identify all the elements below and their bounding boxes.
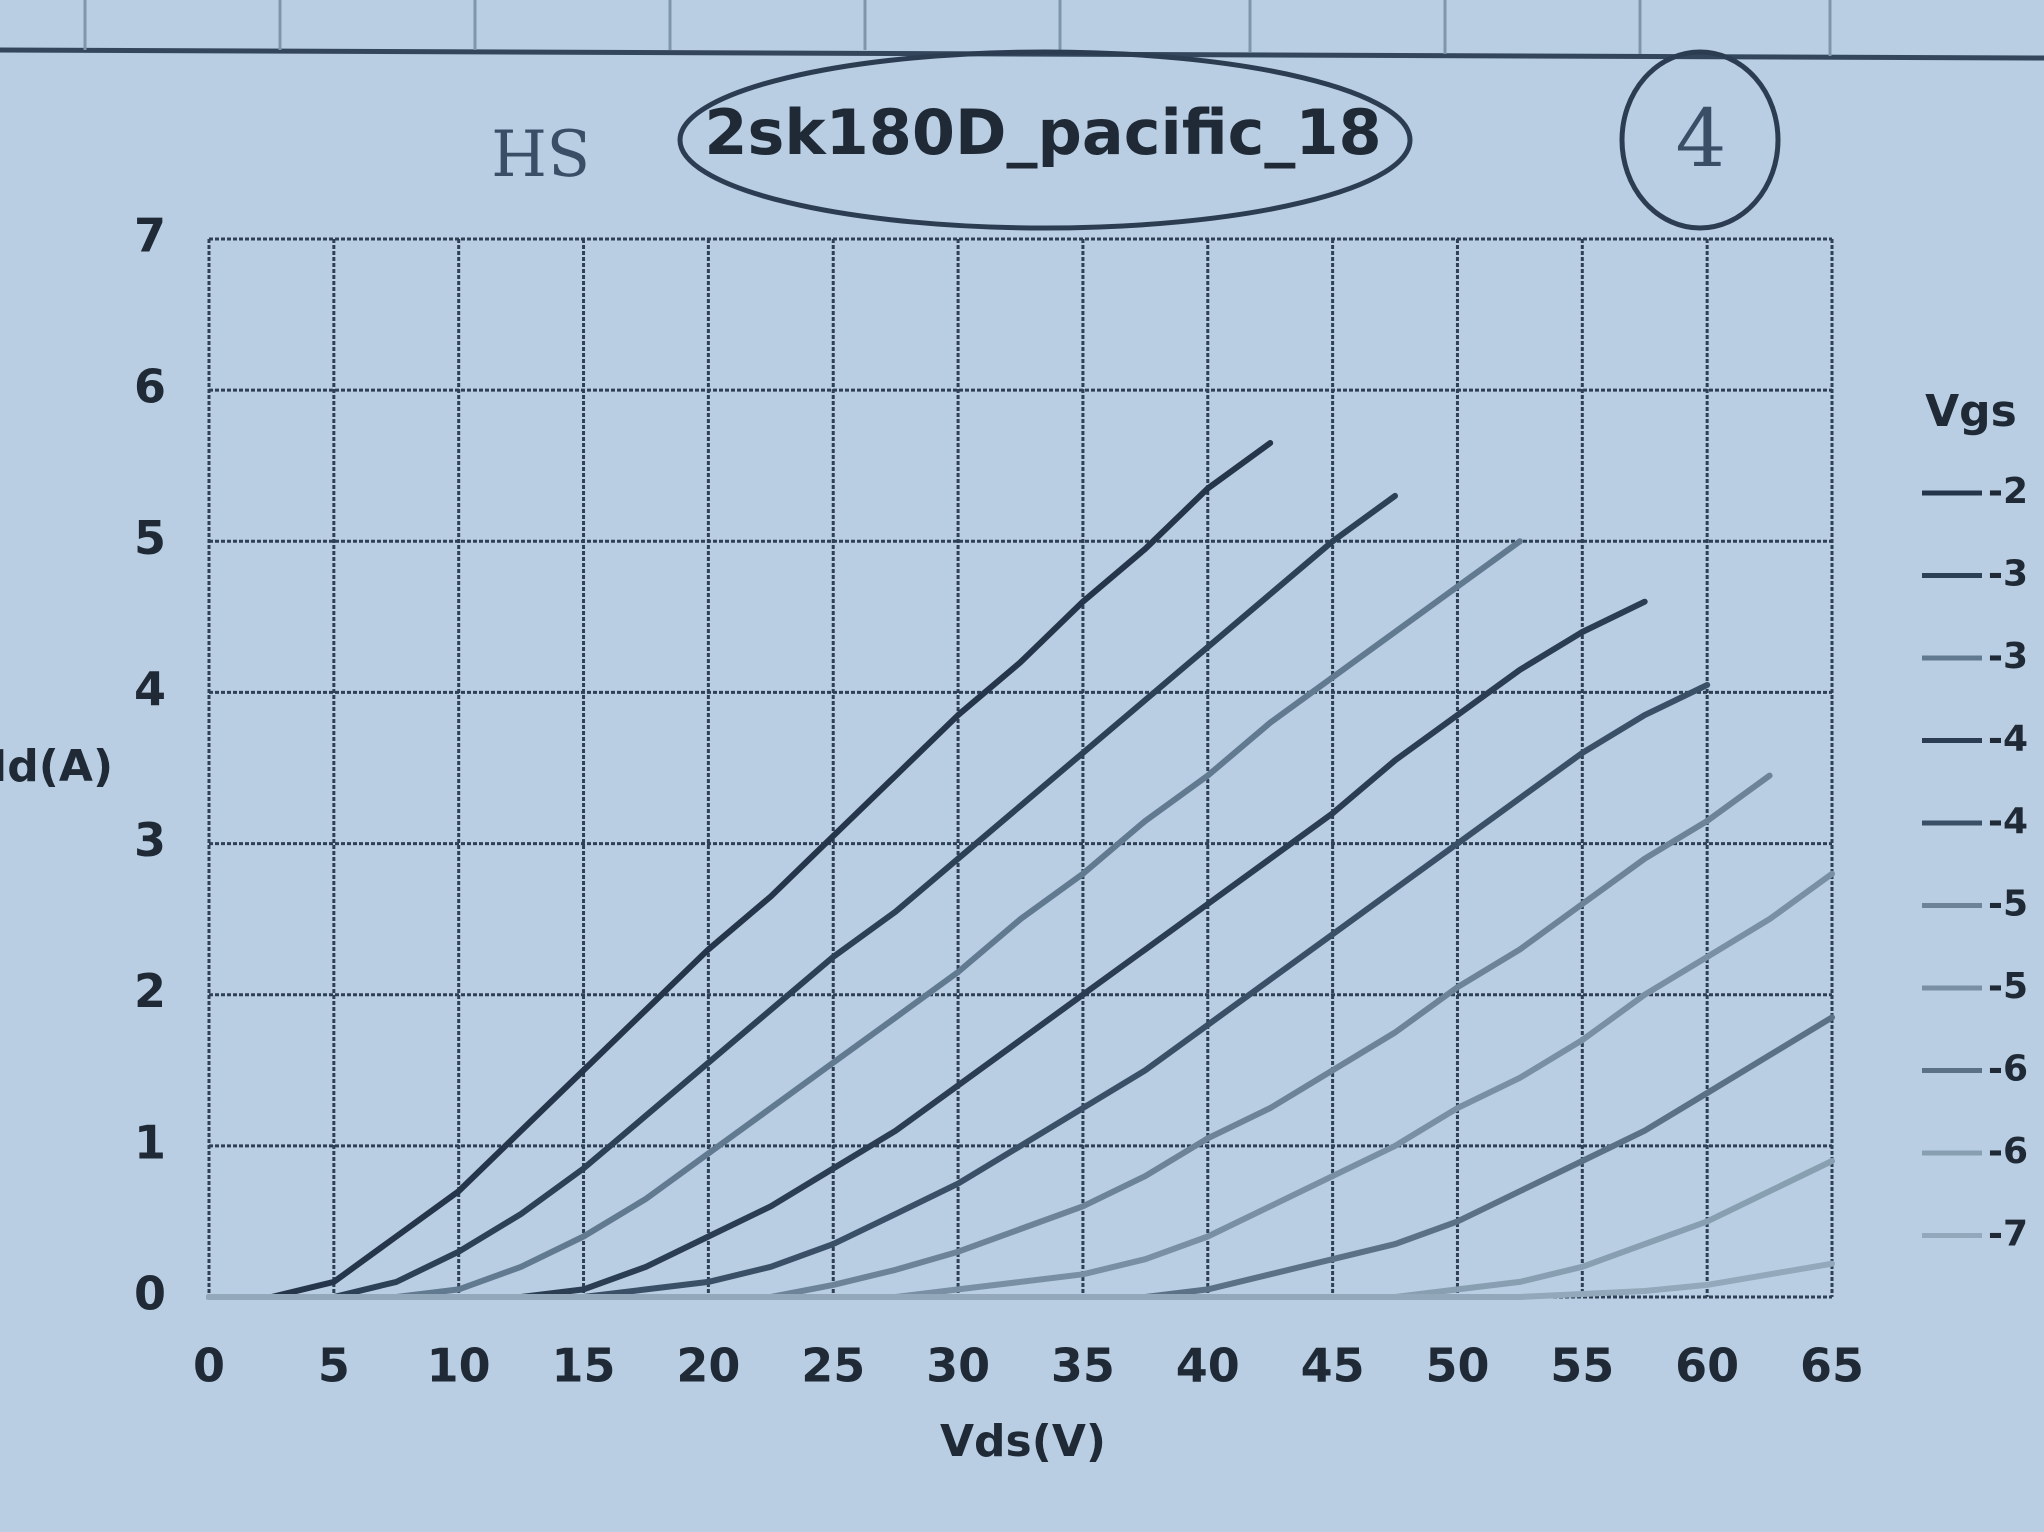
x-tick-label: 5 xyxy=(318,1339,350,1393)
legend-label: -5 xyxy=(1988,966,2028,1007)
x-tick-label: 45 xyxy=(1301,1339,1365,1393)
legend: -2 -3 -3 -4 -4 -5 -5 -6 -6 -7 xyxy=(1922,471,2028,1255)
handwritten-note: SH xyxy=(491,114,591,188)
legend-label: -4 xyxy=(1988,719,2028,760)
legend-label: -7 xyxy=(1988,1214,2028,1255)
handwritten-number: 4 xyxy=(1676,92,1727,185)
y-tick-label: 1 xyxy=(134,1115,166,1169)
plot-lines xyxy=(206,440,1835,1300)
x-tick-label: 65 xyxy=(1800,1339,1864,1393)
series-line xyxy=(206,538,1523,1300)
legend-title: Vgs xyxy=(1925,386,2017,437)
y-axis-label: Id(A) xyxy=(0,741,113,792)
y-tick-label: 7 xyxy=(134,209,166,263)
x-tick-label: 15 xyxy=(552,1339,616,1393)
legend-label: -5 xyxy=(1988,884,2028,925)
series-line xyxy=(206,492,1398,1300)
y-tick-label: 4 xyxy=(134,662,166,716)
x-tick-label: 35 xyxy=(1051,1339,1115,1393)
x-tick-label: 40 xyxy=(1176,1339,1240,1393)
legend-label: -6 xyxy=(1988,1131,2028,1172)
legend-label: -3 xyxy=(1988,636,2028,677)
x-tick-label: 0 xyxy=(193,1339,225,1393)
y-tick-label: 3 xyxy=(134,813,166,867)
y-tick-label: 0 xyxy=(134,1267,166,1321)
title-ring xyxy=(677,49,1413,231)
x-tick-label: 50 xyxy=(1425,1339,1489,1393)
y-tick-label: 5 xyxy=(134,511,166,565)
y-tick-label: 2 xyxy=(134,964,166,1018)
legend-label: -4 xyxy=(1988,801,2028,842)
x-tick-label: 60 xyxy=(1675,1339,1739,1393)
legend-label: -2 xyxy=(1988,471,2028,512)
x-tick-label: 25 xyxy=(801,1339,865,1393)
y-tick-label: 6 xyxy=(134,360,166,414)
x-tick-label: 20 xyxy=(676,1339,740,1393)
chart-title: 2sk180D_pacific_18 xyxy=(704,96,1381,169)
number-ring xyxy=(1619,49,1781,231)
x-axis-label: Vds(V) xyxy=(940,1416,1106,1467)
series-line xyxy=(206,440,1274,1300)
x-tick-label: 55 xyxy=(1550,1339,1614,1393)
legend-label: -3 xyxy=(1988,554,2028,595)
x-tick-label: 30 xyxy=(926,1339,990,1393)
series-line xyxy=(206,1260,1835,1300)
x-tick-label: 10 xyxy=(427,1339,491,1393)
legend-label: -6 xyxy=(1988,1049,2028,1090)
